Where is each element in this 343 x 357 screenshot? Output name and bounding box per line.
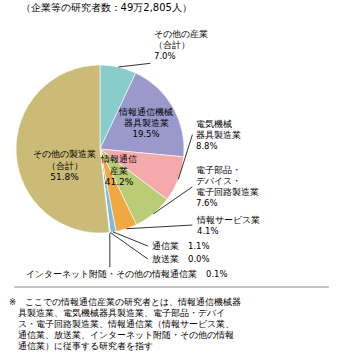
svg-text:情報サービス業4.1%: 情報サービス業4.1% [196, 215, 260, 236]
svg-text:その他の産業（合計）7.0%: その他の産業（合計）7.0% [154, 29, 208, 61]
svg-text:情報通信産業41.2%: 情報通信産業41.2% [100, 154, 137, 187]
svg-text:インターネット附随・その他の情報通信業 0.1%: インターネット附随・その他の情報通信業 0.1% [26, 269, 228, 279]
svg-text:通信業 1.1%: 通信業 1.1% [152, 241, 210, 251]
svg-text:その他の製造業（合計）51.8%: その他の製造業（合計）51.8% [33, 149, 96, 182]
svg-text:放送業 0.0%: 放送業 0.0% [152, 254, 210, 264]
svg-text:※ ここでの情報通信産業の研究者とは、情報通信機械器 具製造: ※ ここでの情報通信産業の研究者とは、情報通信機械器 具製造業、電気機械器具製造… [9, 297, 241, 351]
svg-text:情報通信機械器具製造業19.5%: 情報通信機械器具製造業19.5% [118, 107, 173, 139]
svg-text:（企業等の研究者数：49万2,805人）: （企業等の研究者数：49万2,805人） [21, 2, 192, 13]
svg-text:電子部品・デバイス・電子回路製造業7.6%: 電子部品・デバイス・電子回路製造業7.6% [196, 165, 259, 208]
svg-text:電気機械器具製造業8.8%: 電気機械器具製造業8.8% [196, 119, 241, 151]
